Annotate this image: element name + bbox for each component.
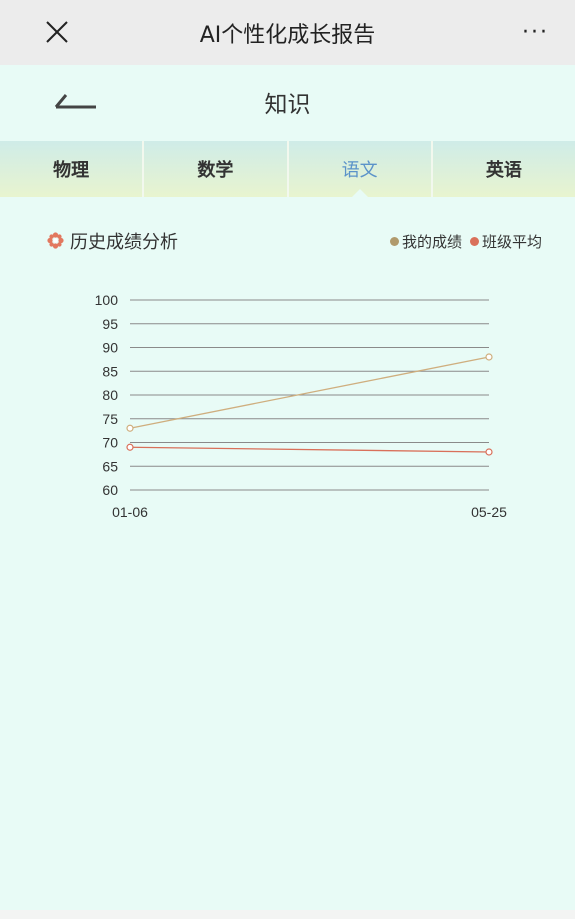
y-tick-label: 100 [95, 292, 119, 308]
legend-dot-icon [469, 237, 479, 246]
chart-legend: 我的成绩 班级平均 [382, 231, 542, 252]
page-header: 知识 [0, 65, 575, 141]
legend-item-class-average: 班级平均 [469, 231, 542, 252]
app-content: 知识 物理 数学 语文 英语 历史成绩分析 我的成绩 [0, 65, 575, 910]
section-title: 历史成绩分析 [70, 232, 178, 253]
data-point [485, 353, 493, 361]
legend-label: 班级平均 [481, 233, 542, 251]
bottom-bar [0, 910, 575, 919]
y-tick-label: 75 [102, 411, 118, 427]
score-line-chart: 100 95 90 85 80 75 70 65 60 01-06 05-25 [95, 292, 507, 520]
tab-chinese[interactable]: 语文 [289, 141, 433, 198]
x-tick-label: 01-06 [112, 504, 148, 520]
data-point [126, 424, 134, 432]
data-point [485, 448, 493, 456]
tab-label: 数学 [197, 160, 234, 181]
y-tick-label: 60 [102, 482, 118, 498]
close-icon[interactable] [43, 18, 71, 46]
y-tick-label: 65 [102, 458, 118, 474]
y-tick-label: 90 [102, 340, 118, 356]
y-tick-label: 80 [102, 387, 118, 403]
series-line-1 [129, 446, 490, 453]
data-point [126, 443, 134, 451]
y-tick-label: 85 [102, 363, 118, 379]
legend-label: 我的成绩 [401, 233, 462, 251]
series-line-0 [129, 356, 490, 429]
section-header: 历史成绩分析 我的成绩 班级平均 [0, 228, 575, 256]
window-titlebar: AI个性化成长报告 ··· [0, 0, 575, 65]
y-tick-label: 95 [102, 316, 118, 332]
flower-icon [47, 232, 64, 249]
tab-math[interactable]: 数学 [144, 141, 289, 197]
tab-label: 语文 [341, 160, 378, 181]
tab-physics[interactable]: 物理 [0, 141, 145, 197]
y-tick-label: 70 [102, 435, 118, 451]
tab-english[interactable]: 英语 [433, 141, 575, 197]
legend-item-my-score: 我的成绩 [389, 231, 462, 252]
back-arrow-icon[interactable] [52, 87, 100, 117]
x-tick-label: 05-25 [471, 504, 507, 520]
window-title: AI个性化成长报告 [199, 22, 376, 48]
tab-label: 英语 [485, 160, 522, 181]
active-tab-indicator [350, 189, 369, 198]
tab-label: 物理 [53, 160, 90, 181]
subject-tabs: 物理 数学 语文 英语 [0, 141, 575, 198]
legend-dot-icon [389, 237, 399, 246]
page-title: 知识 [264, 92, 311, 118]
ellipsis-icon[interactable]: ··· [522, 20, 549, 45]
